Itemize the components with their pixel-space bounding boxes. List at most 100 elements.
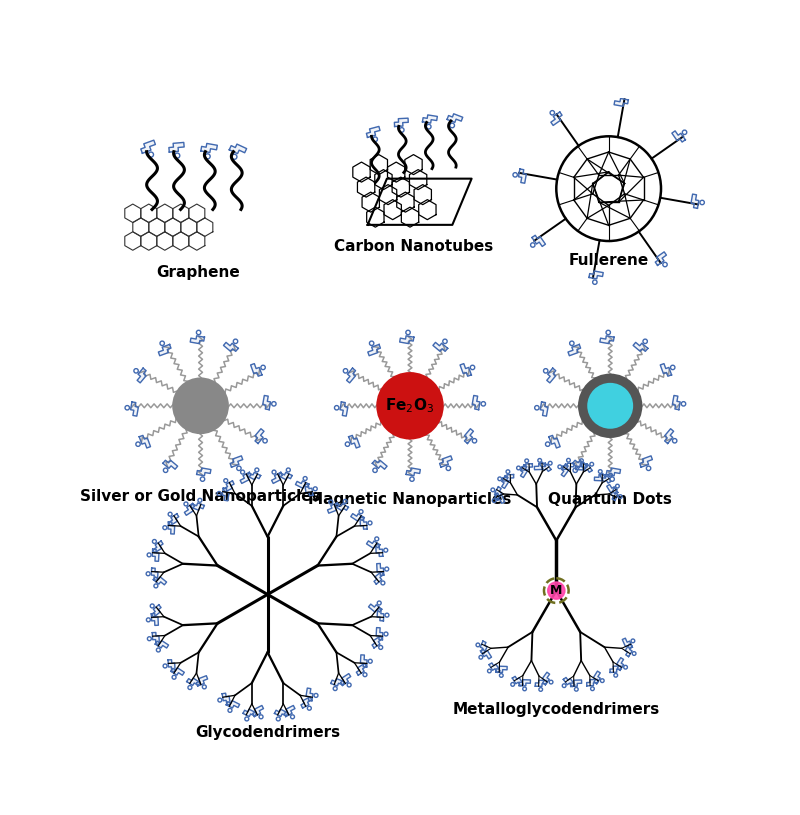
- Polygon shape: [691, 194, 699, 209]
- Polygon shape: [472, 395, 480, 410]
- Polygon shape: [171, 667, 184, 676]
- Polygon shape: [551, 112, 562, 126]
- Polygon shape: [356, 663, 366, 675]
- Polygon shape: [374, 571, 383, 584]
- Polygon shape: [512, 676, 523, 686]
- Polygon shape: [606, 468, 621, 476]
- Polygon shape: [139, 435, 150, 448]
- Circle shape: [378, 373, 442, 438]
- Polygon shape: [152, 632, 159, 645]
- Polygon shape: [197, 468, 211, 476]
- Polygon shape: [589, 271, 603, 279]
- Polygon shape: [655, 252, 666, 266]
- Circle shape: [548, 582, 565, 599]
- Polygon shape: [243, 709, 257, 716]
- Polygon shape: [349, 435, 360, 448]
- Polygon shape: [222, 488, 229, 500]
- Polygon shape: [186, 678, 200, 685]
- Polygon shape: [660, 363, 671, 377]
- Polygon shape: [366, 126, 380, 138]
- Polygon shape: [346, 368, 355, 383]
- Text: Graphene: Graphene: [156, 265, 240, 280]
- Polygon shape: [532, 236, 546, 246]
- Polygon shape: [360, 518, 367, 529]
- Polygon shape: [350, 513, 364, 521]
- Polygon shape: [247, 473, 261, 480]
- Text: Magnetic Nanoparticles: Magnetic Nanoparticles: [308, 492, 512, 507]
- Polygon shape: [672, 395, 680, 410]
- Polygon shape: [633, 342, 648, 351]
- Polygon shape: [489, 663, 500, 672]
- Polygon shape: [274, 709, 288, 716]
- Circle shape: [579, 375, 641, 437]
- Polygon shape: [400, 336, 414, 344]
- Polygon shape: [640, 456, 652, 467]
- Polygon shape: [672, 131, 686, 142]
- Polygon shape: [284, 706, 295, 716]
- Polygon shape: [586, 680, 598, 686]
- Polygon shape: [223, 481, 234, 492]
- Polygon shape: [447, 114, 462, 122]
- Polygon shape: [406, 468, 420, 476]
- Polygon shape: [594, 671, 600, 684]
- Polygon shape: [341, 673, 350, 685]
- Polygon shape: [366, 541, 380, 548]
- Polygon shape: [422, 115, 438, 123]
- Text: Glycodendrimers: Glycodendrimers: [195, 725, 340, 740]
- Polygon shape: [502, 474, 514, 481]
- Polygon shape: [163, 460, 178, 469]
- Polygon shape: [153, 541, 163, 553]
- Text: Fullerene: Fullerene: [569, 253, 649, 267]
- Polygon shape: [540, 402, 548, 416]
- Polygon shape: [568, 345, 581, 355]
- Polygon shape: [301, 697, 312, 708]
- Polygon shape: [141, 140, 155, 153]
- Polygon shape: [433, 342, 448, 351]
- Polygon shape: [130, 402, 138, 416]
- Polygon shape: [340, 402, 348, 416]
- Polygon shape: [563, 677, 574, 687]
- Polygon shape: [151, 605, 161, 617]
- Polygon shape: [546, 368, 556, 383]
- Polygon shape: [253, 706, 263, 716]
- Polygon shape: [625, 644, 632, 657]
- Polygon shape: [158, 345, 171, 355]
- Polygon shape: [665, 429, 674, 443]
- Circle shape: [589, 384, 632, 427]
- Polygon shape: [562, 463, 574, 469]
- Polygon shape: [169, 513, 178, 526]
- Polygon shape: [518, 169, 526, 183]
- Text: Carbon Nanotubes: Carbon Nanotubes: [334, 239, 494, 253]
- Text: Metalloglycodendrimers: Metalloglycodendrimers: [453, 703, 660, 717]
- Polygon shape: [151, 614, 158, 625]
- Polygon shape: [502, 476, 509, 488]
- Polygon shape: [377, 609, 384, 621]
- Polygon shape: [169, 143, 184, 152]
- Polygon shape: [622, 638, 632, 649]
- Polygon shape: [306, 688, 313, 701]
- Polygon shape: [521, 465, 527, 478]
- Polygon shape: [535, 681, 546, 686]
- Polygon shape: [255, 429, 264, 443]
- Polygon shape: [376, 544, 383, 557]
- Polygon shape: [168, 522, 174, 534]
- Polygon shape: [465, 429, 474, 443]
- Polygon shape: [152, 549, 159, 562]
- Polygon shape: [222, 694, 230, 705]
- Polygon shape: [230, 144, 246, 154]
- Polygon shape: [184, 504, 194, 515]
- Polygon shape: [439, 456, 452, 467]
- Polygon shape: [522, 464, 533, 470]
- Polygon shape: [542, 672, 550, 685]
- Polygon shape: [600, 336, 614, 344]
- Text: M: M: [550, 584, 562, 597]
- Polygon shape: [570, 680, 582, 686]
- Polygon shape: [331, 679, 344, 686]
- Polygon shape: [361, 655, 367, 667]
- Polygon shape: [581, 463, 592, 473]
- Polygon shape: [168, 659, 175, 672]
- Polygon shape: [196, 676, 208, 686]
- Polygon shape: [610, 666, 621, 672]
- Polygon shape: [240, 473, 251, 483]
- Polygon shape: [494, 493, 505, 504]
